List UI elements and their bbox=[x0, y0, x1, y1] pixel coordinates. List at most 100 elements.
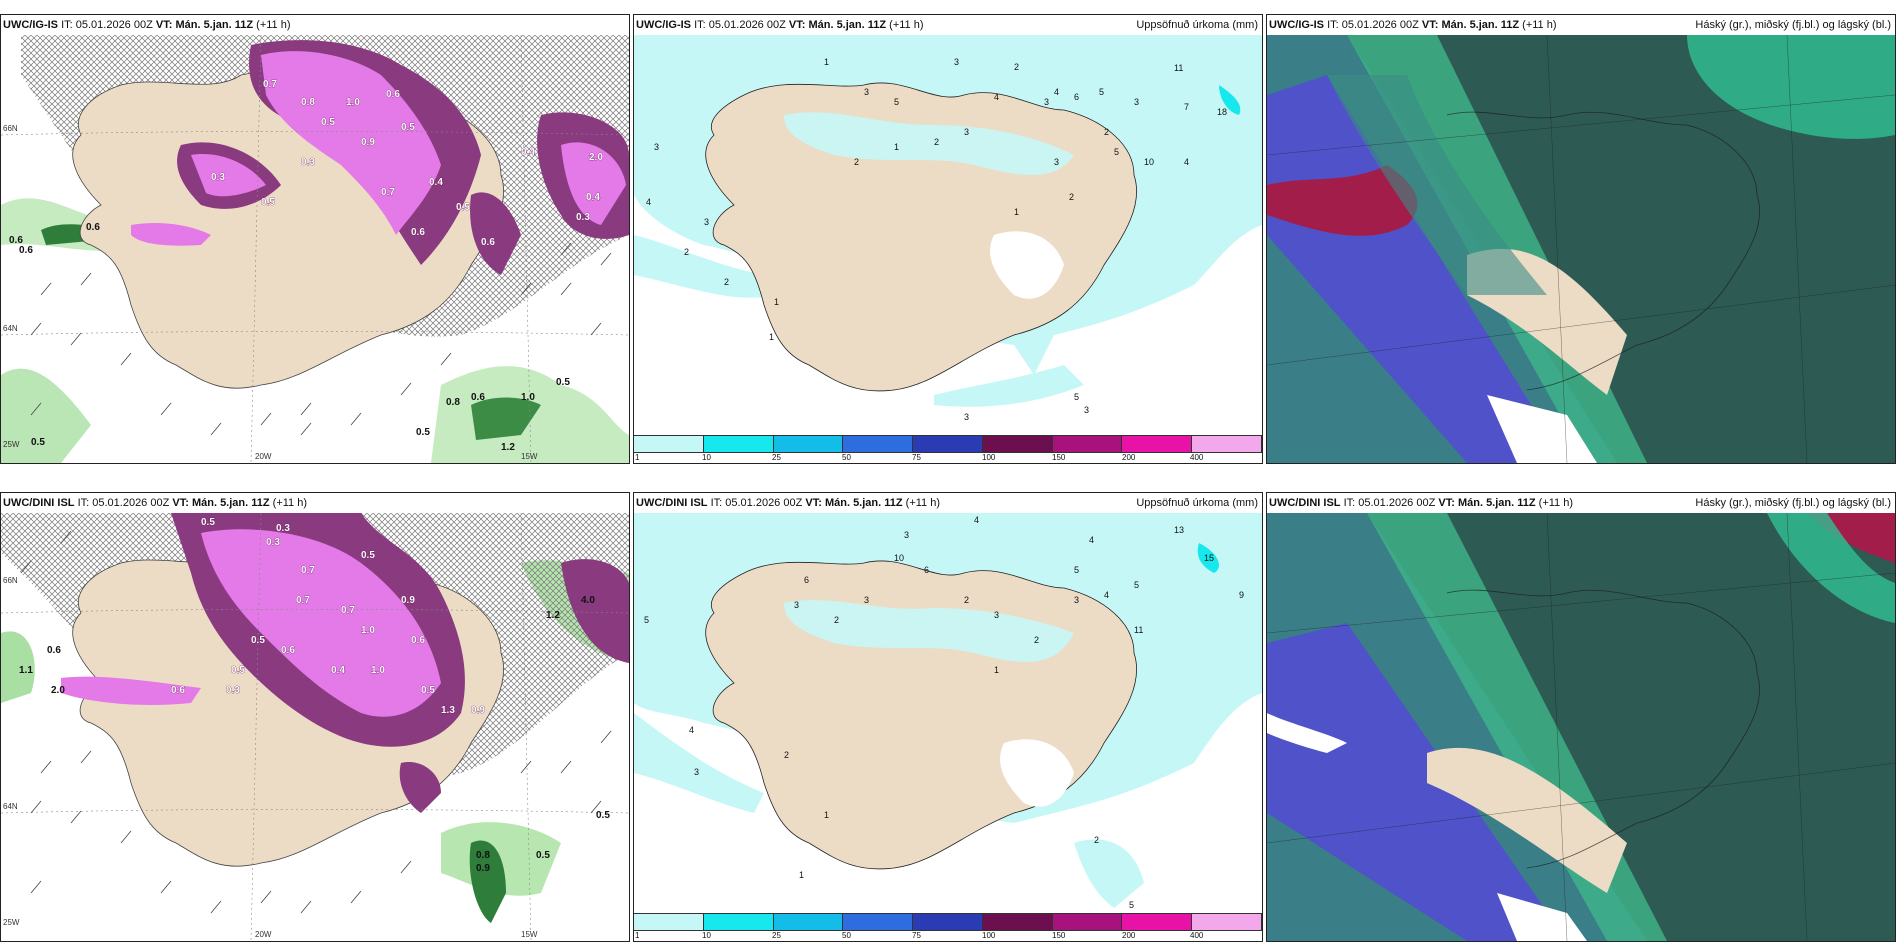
map-view[interactable]: 4 3 13 15 9 10 6 5 4 11 2 3 4 5 3 2 1 3 … bbox=[634, 513, 1262, 913]
svg-text:18: 18 bbox=[1217, 107, 1227, 117]
lat-label-66n: 66N bbox=[3, 124, 18, 133]
precip-light-area bbox=[634, 713, 764, 813]
svg-text:0.6: 0.6 bbox=[281, 645, 295, 656]
precip-value-labels: 4 3 13 15 9 10 6 5 4 11 2 3 4 5 3 2 1 3 … bbox=[644, 515, 1244, 910]
precip-light-area bbox=[934, 365, 1084, 407]
svg-text:5: 5 bbox=[1114, 147, 1119, 157]
svg-text:5: 5 bbox=[1099, 87, 1104, 97]
svg-text:5: 5 bbox=[1074, 565, 1079, 575]
legend-swatch bbox=[982, 914, 1053, 930]
map-view[interactable]: 0.5 0.3 0.3 0.5 0.7 0.9 1.0 0.6 0.5 0.4 … bbox=[1, 513, 629, 941]
legend-tick: 75 bbox=[912, 453, 921, 462]
vt-label: VT: bbox=[1438, 497, 1455, 509]
wind-barbs bbox=[20, 530, 612, 914]
legend-swatches bbox=[634, 913, 1262, 931]
svg-text:0.4: 0.4 bbox=[521, 147, 535, 158]
map-view[interactable]: 1 3 5 3 2 4 6 3 11 7 18 3 2 5 4 3 2 1 2 … bbox=[634, 35, 1262, 435]
svg-text:0.6: 0.6 bbox=[481, 237, 495, 248]
legend-swatch bbox=[1192, 914, 1262, 930]
svg-text:2.0: 2.0 bbox=[589, 152, 603, 163]
svg-text:0.6: 0.6 bbox=[171, 685, 185, 696]
product-title: Uppsöfnuð úrkoma (mm) bbox=[1136, 19, 1258, 31]
map-view[interactable] bbox=[1267, 35, 1895, 463]
lon-label-15w: 15W bbox=[521, 452, 538, 461]
product-title: Uppsöfnuð úrkoma (mm) bbox=[1136, 497, 1258, 509]
low-cloud-area bbox=[1267, 623, 1567, 941]
svg-text:0.6: 0.6 bbox=[19, 245, 33, 256]
legend-swatches bbox=[634, 435, 1262, 453]
it-label: IT: bbox=[1327, 19, 1339, 31]
legend-tick: 200 bbox=[1122, 453, 1136, 462]
precip-light-area bbox=[634, 235, 774, 298]
map-svg: 0.5 0.3 0.3 0.5 0.7 0.9 1.0 0.6 0.5 0.4 … bbox=[1, 513, 629, 941]
svg-text:4: 4 bbox=[1089, 535, 1094, 545]
svg-text:3: 3 bbox=[794, 600, 799, 610]
svg-text:0.9: 0.9 bbox=[476, 863, 490, 874]
svg-text:0.6: 0.6 bbox=[386, 89, 400, 100]
svg-text:2: 2 bbox=[684, 247, 689, 257]
precip-magenta-area bbox=[470, 192, 521, 275]
map-view[interactable] bbox=[1267, 513, 1895, 941]
svg-text:4: 4 bbox=[1104, 590, 1109, 600]
vt-label: VT: bbox=[788, 19, 806, 31]
svg-text:2: 2 bbox=[724, 277, 729, 287]
legend-ticks: 1 10 25 50 75 100 150 200 400 bbox=[634, 453, 1262, 463]
vt-value: Mán. 5.jan. 11Z bbox=[191, 497, 270, 509]
svg-text:1: 1 bbox=[769, 332, 774, 342]
legend-tick: 200 bbox=[1122, 931, 1136, 940]
it-label: IT: bbox=[694, 19, 706, 31]
svg-text:1: 1 bbox=[799, 870, 804, 880]
precip-magenta-area bbox=[191, 154, 266, 197]
svg-text:1: 1 bbox=[824, 57, 829, 67]
product-title: Háský (gr.), miðský (fj.bl.) og lágský (… bbox=[1695, 19, 1891, 31]
it-label: IT: bbox=[1343, 497, 1356, 509]
panel-bottom-right: UWC/DINI ISL IT: 05.01.2026 00Z VT: Mán.… bbox=[1266, 492, 1896, 942]
map-svg: 1 3 5 3 2 4 6 3 11 7 18 3 2 5 4 3 2 1 2 … bbox=[634, 35, 1262, 435]
legend-tick: 75 bbox=[912, 931, 921, 940]
svg-text:0.7: 0.7 bbox=[263, 79, 277, 90]
lon-label-25w: 25W bbox=[3, 918, 20, 927]
mid-cloud-area bbox=[1767, 513, 1895, 623]
lat-label-66n: 66N bbox=[3, 576, 18, 585]
panel-top-right: UWC/IG-IS IT: 05.01.2026 00Z VT: Mán. 5.… bbox=[1266, 14, 1896, 464]
svg-text:0.9: 0.9 bbox=[361, 137, 375, 148]
precip-cyan-area bbox=[1197, 543, 1219, 573]
lon-label-25w: 25W bbox=[3, 440, 20, 449]
vt-value: Mán. 5.jan. 11Z bbox=[175, 19, 254, 31]
it-label: IT: bbox=[61, 19, 73, 31]
lead-time: (+11 h) bbox=[1522, 19, 1557, 31]
map-view[interactable]: 0.7 0.8 0.5 1.0 0.6 0.9 0.5 0.3 0.4 0.6 … bbox=[1, 35, 629, 463]
svg-text:5: 5 bbox=[894, 97, 899, 107]
vt-value: Mán. 5.jan. 11Z bbox=[808, 19, 887, 31]
panel-bottom-middle: UWC/DINI ISL IT: 05.01.2026 00Z VT: Mán.… bbox=[633, 492, 1263, 942]
svg-text:2.0: 2.0 bbox=[51, 685, 65, 696]
svg-text:3: 3 bbox=[864, 87, 869, 97]
clear-land-area bbox=[1427, 747, 1627, 893]
svg-text:0.6: 0.6 bbox=[47, 645, 61, 656]
svg-text:2: 2 bbox=[784, 750, 789, 760]
legend-swatch bbox=[913, 436, 983, 452]
precip-magenta-area bbox=[561, 142, 626, 225]
svg-text:0.6: 0.6 bbox=[411, 227, 425, 238]
clear-sea-area bbox=[1267, 713, 1347, 753]
clear-sea-area bbox=[1497, 893, 1587, 941]
svg-text:3: 3 bbox=[904, 530, 909, 540]
svg-text:6: 6 bbox=[1074, 92, 1079, 102]
svg-text:1.0: 1.0 bbox=[361, 625, 375, 636]
map-svg: 0.7 0.8 0.5 1.0 0.6 0.9 0.5 0.3 0.4 0.6 … bbox=[1, 35, 629, 463]
coastline bbox=[1446, 589, 1761, 869]
svg-text:15: 15 bbox=[1204, 553, 1214, 563]
svg-text:0.5: 0.5 bbox=[361, 550, 375, 561]
svg-text:0.5: 0.5 bbox=[401, 122, 415, 133]
svg-text:11: 11 bbox=[1174, 63, 1183, 73]
svg-text:5: 5 bbox=[644, 615, 649, 625]
vt-label: VT: bbox=[805, 497, 822, 509]
svg-text:4: 4 bbox=[994, 92, 999, 102]
svg-text:4.0: 4.0 bbox=[581, 595, 595, 606]
svg-text:0.7: 0.7 bbox=[341, 605, 355, 616]
lead-time: (+11 h) bbox=[905, 497, 940, 509]
it-value: 05.01.2026 00Z bbox=[75, 19, 153, 31]
svg-text:2: 2 bbox=[1104, 127, 1109, 137]
svg-text:1: 1 bbox=[824, 810, 829, 820]
svg-text:1.2: 1.2 bbox=[501, 442, 515, 453]
